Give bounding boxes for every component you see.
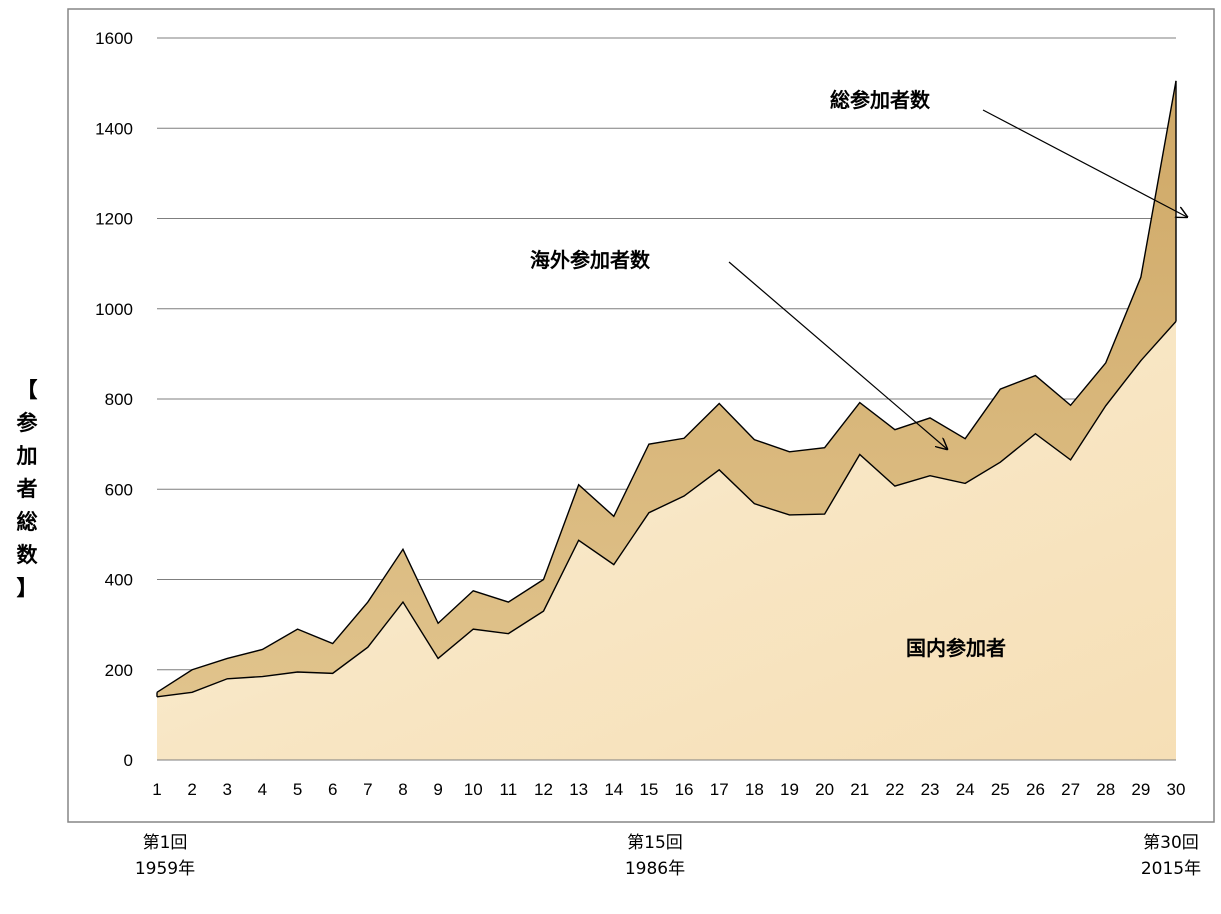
annotation-total-arrow (982, 109, 1187, 217)
x-tick-label: 5 (293, 780, 302, 799)
annotation-overseas-arrow (728, 261, 947, 449)
x-tick-label: 19 (780, 780, 799, 799)
x-tick-label: 22 (885, 780, 904, 799)
y-tick-label: 0 (124, 751, 133, 770)
y-axis-label-char: 数 (17, 543, 39, 567)
footer-label-first-edition: 第1回 (142, 833, 188, 853)
footer-label-first: 第1回 1959年 (120, 830, 210, 882)
x-tick-label: 25 (991, 780, 1010, 799)
x-tick-label: 13 (569, 780, 588, 799)
footer-label-middle-edition: 第15回 (627, 833, 683, 853)
x-tick-label: 24 (956, 780, 975, 799)
x-axis-tick-labels: 1 2 3 4 5 6 7 8 9 10 11 12 13 14 15 16 17 18 19 20 21 22 23 24 2… (152, 780, 1185, 799)
x-tick-label: 16 (675, 780, 694, 799)
x-tick-label: 7 (363, 780, 372, 799)
x-tick-label: 3 (223, 780, 232, 799)
x-tick-label: 11 (500, 780, 518, 799)
footer-label-last-edition: 第30回 (1143, 833, 1199, 853)
x-tick-label: 15 (639, 780, 658, 799)
x-tick-label: 8 (398, 780, 407, 799)
x-tick-label: 26 (1026, 780, 1045, 799)
y-tick-label: 400 (105, 571, 133, 590)
y-axis-label-char: 】 (17, 576, 38, 600)
x-tick-label: 6 (328, 780, 337, 799)
y-tick-label: 200 (105, 661, 133, 680)
footer-label-last-year: 2015年 (1140, 859, 1202, 879)
x-tick-label: 30 (1167, 780, 1186, 799)
x-tick-label: 23 (921, 780, 940, 799)
footer-label-middle-year: 1986年 (624, 859, 686, 879)
y-axis-label-char: 加 (16, 444, 38, 468)
x-tick-label: 4 (258, 780, 267, 799)
x-tick-label: 28 (1096, 780, 1115, 799)
y-axis-label-char: 者 (17, 477, 38, 501)
y-tick-label: 800 (105, 390, 133, 409)
y-axis-label-char: 【 (17, 378, 38, 402)
x-tick-label: 14 (604, 780, 623, 799)
x-tick-label: 21 (850, 780, 869, 799)
x-tick-label: 17 (710, 780, 729, 799)
x-tick-label: 1 (152, 780, 161, 799)
x-tick-label: 27 (1061, 780, 1080, 799)
x-tick-label: 2 (187, 780, 196, 799)
y-axis-label-char: 参 (17, 411, 38, 435)
y-tick-label: 1000 (95, 300, 133, 319)
x-tick-label: 18 (745, 780, 764, 799)
y-tick-label: 1600 (95, 29, 133, 48)
x-tick-label: 10 (464, 780, 483, 799)
y-axis-label-char: 総 (17, 510, 38, 534)
domestic-participants-area (157, 321, 1176, 760)
y-tick-label: 1200 (95, 210, 133, 229)
x-tick-label: 29 (1131, 780, 1150, 799)
footer-label-middle: 第15回 1986年 (605, 830, 705, 882)
footer-label-last: 第30回 2015年 (1121, 830, 1221, 882)
y-axis-tick-labels: 0 200 400 600 800 1000 1200 1400 1600 (95, 29, 133, 770)
annotation-total-participants: 総参加者数 (830, 88, 931, 112)
annotation-domestic-participants: 国内参加者 (906, 636, 1006, 660)
y-tick-label: 1400 (95, 119, 133, 138)
footer-label-first-year: 1959年 (134, 859, 196, 879)
y-tick-label: 600 (105, 480, 133, 499)
total-participants-line (156, 80, 1177, 693)
annotation-overseas-participants: 海外参加者数 (530, 248, 651, 272)
domestic-participants-line (156, 320, 1177, 698)
x-tick-label: 12 (534, 780, 553, 799)
x-tick-label: 9 (433, 780, 442, 799)
x-tick-label: 20 (815, 780, 834, 799)
